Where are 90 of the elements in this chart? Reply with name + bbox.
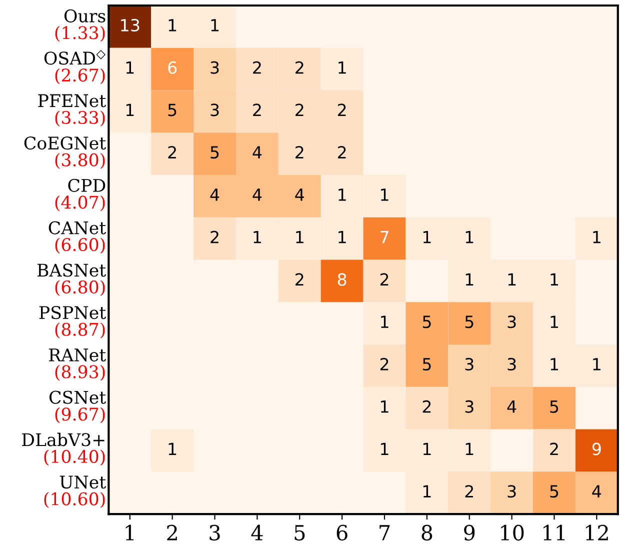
data-label: 4 <box>507 400 516 413</box>
data-label: 2 <box>380 358 388 370</box>
data-label: 2 <box>465 485 474 498</box>
data-label: 1 <box>466 231 474 244</box>
data-label: 2 <box>338 146 346 158</box>
data-label: 5 <box>465 316 474 328</box>
x-tick-label: 3 <box>210 524 220 541</box>
y-tick-label: PSPNet (8.87) <box>39 306 106 338</box>
data-label: 5 <box>550 400 558 413</box>
data-label: 1 <box>126 104 134 116</box>
data-label: 4 <box>210 188 220 201</box>
data-label: 2 <box>296 146 304 158</box>
x-tick-label: 7 <box>380 525 390 540</box>
y-tick-label: CoEGNet (3.80) <box>24 136 106 169</box>
data-label: 1 <box>550 358 558 370</box>
y-tick-label: CANet (6.60) <box>48 221 106 254</box>
x-tick-label: 6 <box>336 524 348 541</box>
data-label: 1 <box>423 231 431 244</box>
data-label: 8 <box>338 273 346 286</box>
x-tick-label: 5 <box>294 525 305 541</box>
data-label: 4 <box>295 188 304 201</box>
y-tick-label: PFENet (3.33) <box>38 94 106 126</box>
data-label: 2 <box>550 442 558 456</box>
x-tick-label: 12 <box>586 524 608 540</box>
data-label: 1 <box>593 358 600 370</box>
y-tick-label: Ours (1.33) <box>55 9 106 42</box>
x-tick-label: 1 <box>126 524 134 540</box>
data-label: 2 <box>296 273 304 286</box>
data-label: 2 <box>253 61 261 74</box>
x-tick-label: 9 <box>464 524 475 541</box>
data-label: 3 <box>465 400 474 413</box>
data-label: 2 <box>168 146 176 158</box>
x-tick-label: 4 <box>251 524 263 540</box>
data-label: 1 <box>338 231 346 244</box>
data-label: 3 <box>508 316 516 328</box>
data-label: 2 <box>253 104 261 116</box>
data-label: 3 <box>210 104 219 116</box>
data-label: 2 <box>210 230 218 244</box>
data-label: 1 <box>168 442 176 456</box>
data-label: 1 <box>126 61 134 74</box>
data-label: 7 <box>380 231 388 244</box>
data-label: 4 <box>252 188 262 201</box>
data-label: 1 <box>381 316 388 328</box>
data-label: 1 <box>168 19 176 32</box>
x-tick-label: 8 <box>422 524 432 541</box>
data-label: 1 <box>211 19 219 32</box>
data-label: 2 <box>422 400 431 413</box>
y-tick-label: CPD (4.07) <box>55 178 106 212</box>
data-label: 1 <box>466 442 474 456</box>
x-tick-label: 11 <box>544 524 565 540</box>
data-label: 5 <box>168 104 176 116</box>
data-label: 1 <box>423 485 431 498</box>
data-label: 4 <box>592 485 602 498</box>
data-label: 5 <box>550 485 558 498</box>
data-label: 1 <box>593 231 600 244</box>
y-tick-label: RANet (8.93) <box>49 348 106 381</box>
y-tick-label: DLabV3+ (10.40) <box>22 432 105 466</box>
data-label: 1 <box>550 316 558 328</box>
data-label: 3 <box>508 358 516 371</box>
data-label: 6 <box>168 61 177 74</box>
data-label: 2 <box>380 273 388 286</box>
data-label: 1 <box>508 273 516 286</box>
data-label: 3 <box>465 358 474 371</box>
data-label: 13 <box>121 18 140 32</box>
data-label: 4 <box>252 146 262 158</box>
data-label: 1 <box>381 442 388 456</box>
data-label: 1 <box>550 273 558 286</box>
data-label: 3 <box>210 61 219 74</box>
data-label: 5 <box>422 316 431 328</box>
x-tick-label: 10 <box>501 524 524 541</box>
data-label: 9 <box>592 442 601 456</box>
x-tick-label: 2 <box>167 524 177 540</box>
data-label: 5 <box>210 146 219 159</box>
data-label: 1 <box>466 273 474 286</box>
y-tick-label: BASNet (6.80) <box>37 264 106 296</box>
data-label: 1 <box>296 231 304 244</box>
y-tick-label: CSNet (9.67) <box>49 390 106 424</box>
data-label: 2 <box>296 61 304 74</box>
data-label: 1 <box>423 442 431 456</box>
data-label: 2 <box>338 104 346 116</box>
data-label: 2 <box>296 104 304 116</box>
data-label: 1 <box>338 61 346 74</box>
data-label: 1 <box>381 400 388 413</box>
data-label: 1 <box>381 188 388 201</box>
data-label: 1 <box>254 231 261 244</box>
data-label: 3 <box>508 485 516 498</box>
y-tick-label: OSAD$^{◇}$ (2.67) <box>44 50 106 84</box>
y-tick-label: UNet (10.60) <box>44 476 106 508</box>
data-label: 1 <box>338 188 346 201</box>
data-label: 5 <box>422 358 431 371</box>
